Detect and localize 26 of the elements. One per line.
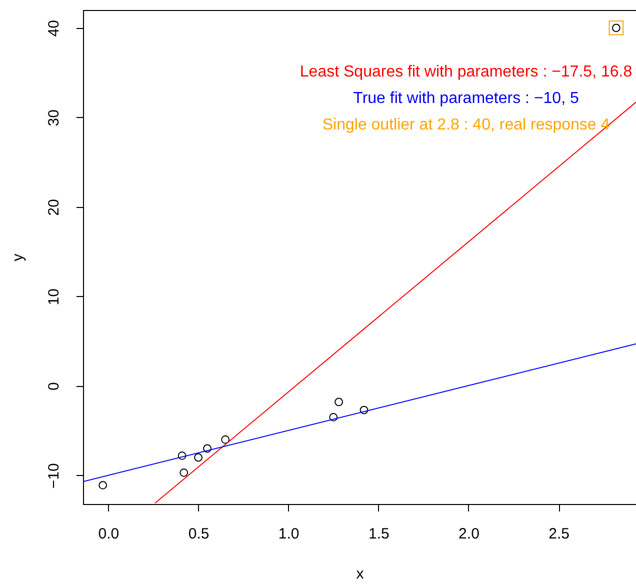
x-tick-label: 0.0: [98, 526, 120, 542]
y-tick-label: 20: [46, 199, 62, 216]
point: [221, 435, 230, 444]
x-tick-label: 1.0: [278, 526, 300, 542]
x-tick-label: 1.5: [368, 526, 390, 542]
point: [329, 412, 338, 422]
y-tick-label: −10: [46, 463, 62, 489]
series-label: Least Squares fit with parameters : −17.5, 16.8: [300, 64, 632, 80]
y-tick-label: 10: [46, 288, 62, 306]
y-tick-label: 40: [46, 20, 62, 37]
point: [334, 398, 343, 406]
point: [180, 468, 188, 477]
point: [98, 481, 108, 490]
y-tick-label: 0: [46, 382, 62, 391]
x-tick-label: 0.5: [188, 526, 210, 542]
x-tick-label: 2.0: [458, 526, 480, 542]
point: [203, 444, 212, 453]
point: [360, 406, 368, 414]
point: [194, 453, 202, 462]
x-axis-title: x: [356, 566, 364, 582]
y-axis-title: y: [10, 253, 26, 262]
point: [178, 451, 186, 460]
x-tick-label: 2.5: [548, 526, 570, 542]
y-tick-label: 30: [46, 110, 62, 126]
point: [608, 20, 624, 36]
text: True fit with parameters : −10, 5: [353, 90, 579, 107]
